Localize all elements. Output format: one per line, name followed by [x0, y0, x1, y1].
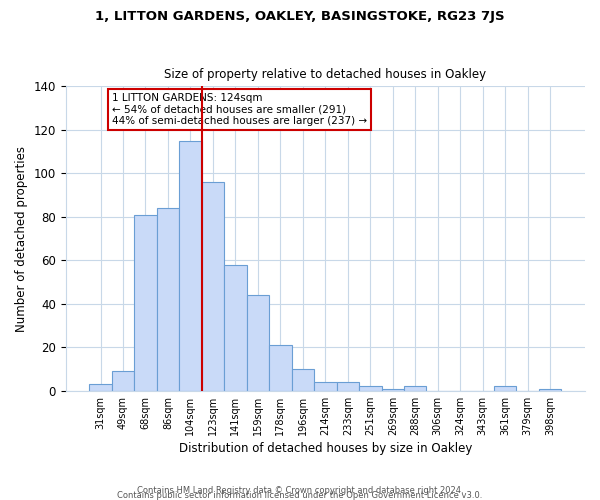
X-axis label: Distribution of detached houses by size in Oakley: Distribution of detached houses by size …	[179, 442, 472, 455]
Bar	[179, 140, 202, 391]
Text: Contains HM Land Registry data © Crown copyright and database right 2024.: Contains HM Land Registry data © Crown c…	[137, 486, 463, 495]
Bar	[202, 182, 224, 391]
Bar	[337, 382, 359, 391]
Bar	[292, 369, 314, 391]
Y-axis label: Number of detached properties: Number of detached properties	[15, 146, 28, 332]
Bar	[224, 264, 247, 391]
Bar	[157, 208, 179, 391]
Bar	[134, 214, 157, 391]
Text: Contains public sector information licensed under the Open Government Licence v3: Contains public sector information licen…	[118, 491, 482, 500]
Bar	[404, 386, 427, 391]
Bar	[314, 382, 337, 391]
Bar	[539, 388, 562, 391]
Bar	[269, 345, 292, 391]
Bar	[382, 388, 404, 391]
Bar	[247, 295, 269, 391]
Bar	[89, 384, 112, 391]
Text: 1 LITTON GARDENS: 124sqm
← 54% of detached houses are smaller (291)
44% of semi-: 1 LITTON GARDENS: 124sqm ← 54% of detach…	[112, 93, 367, 126]
Bar	[359, 386, 382, 391]
Text: 1, LITTON GARDENS, OAKLEY, BASINGSTOKE, RG23 7JS: 1, LITTON GARDENS, OAKLEY, BASINGSTOKE, …	[95, 10, 505, 23]
Title: Size of property relative to detached houses in Oakley: Size of property relative to detached ho…	[164, 68, 487, 81]
Bar	[112, 371, 134, 391]
Bar	[494, 386, 517, 391]
